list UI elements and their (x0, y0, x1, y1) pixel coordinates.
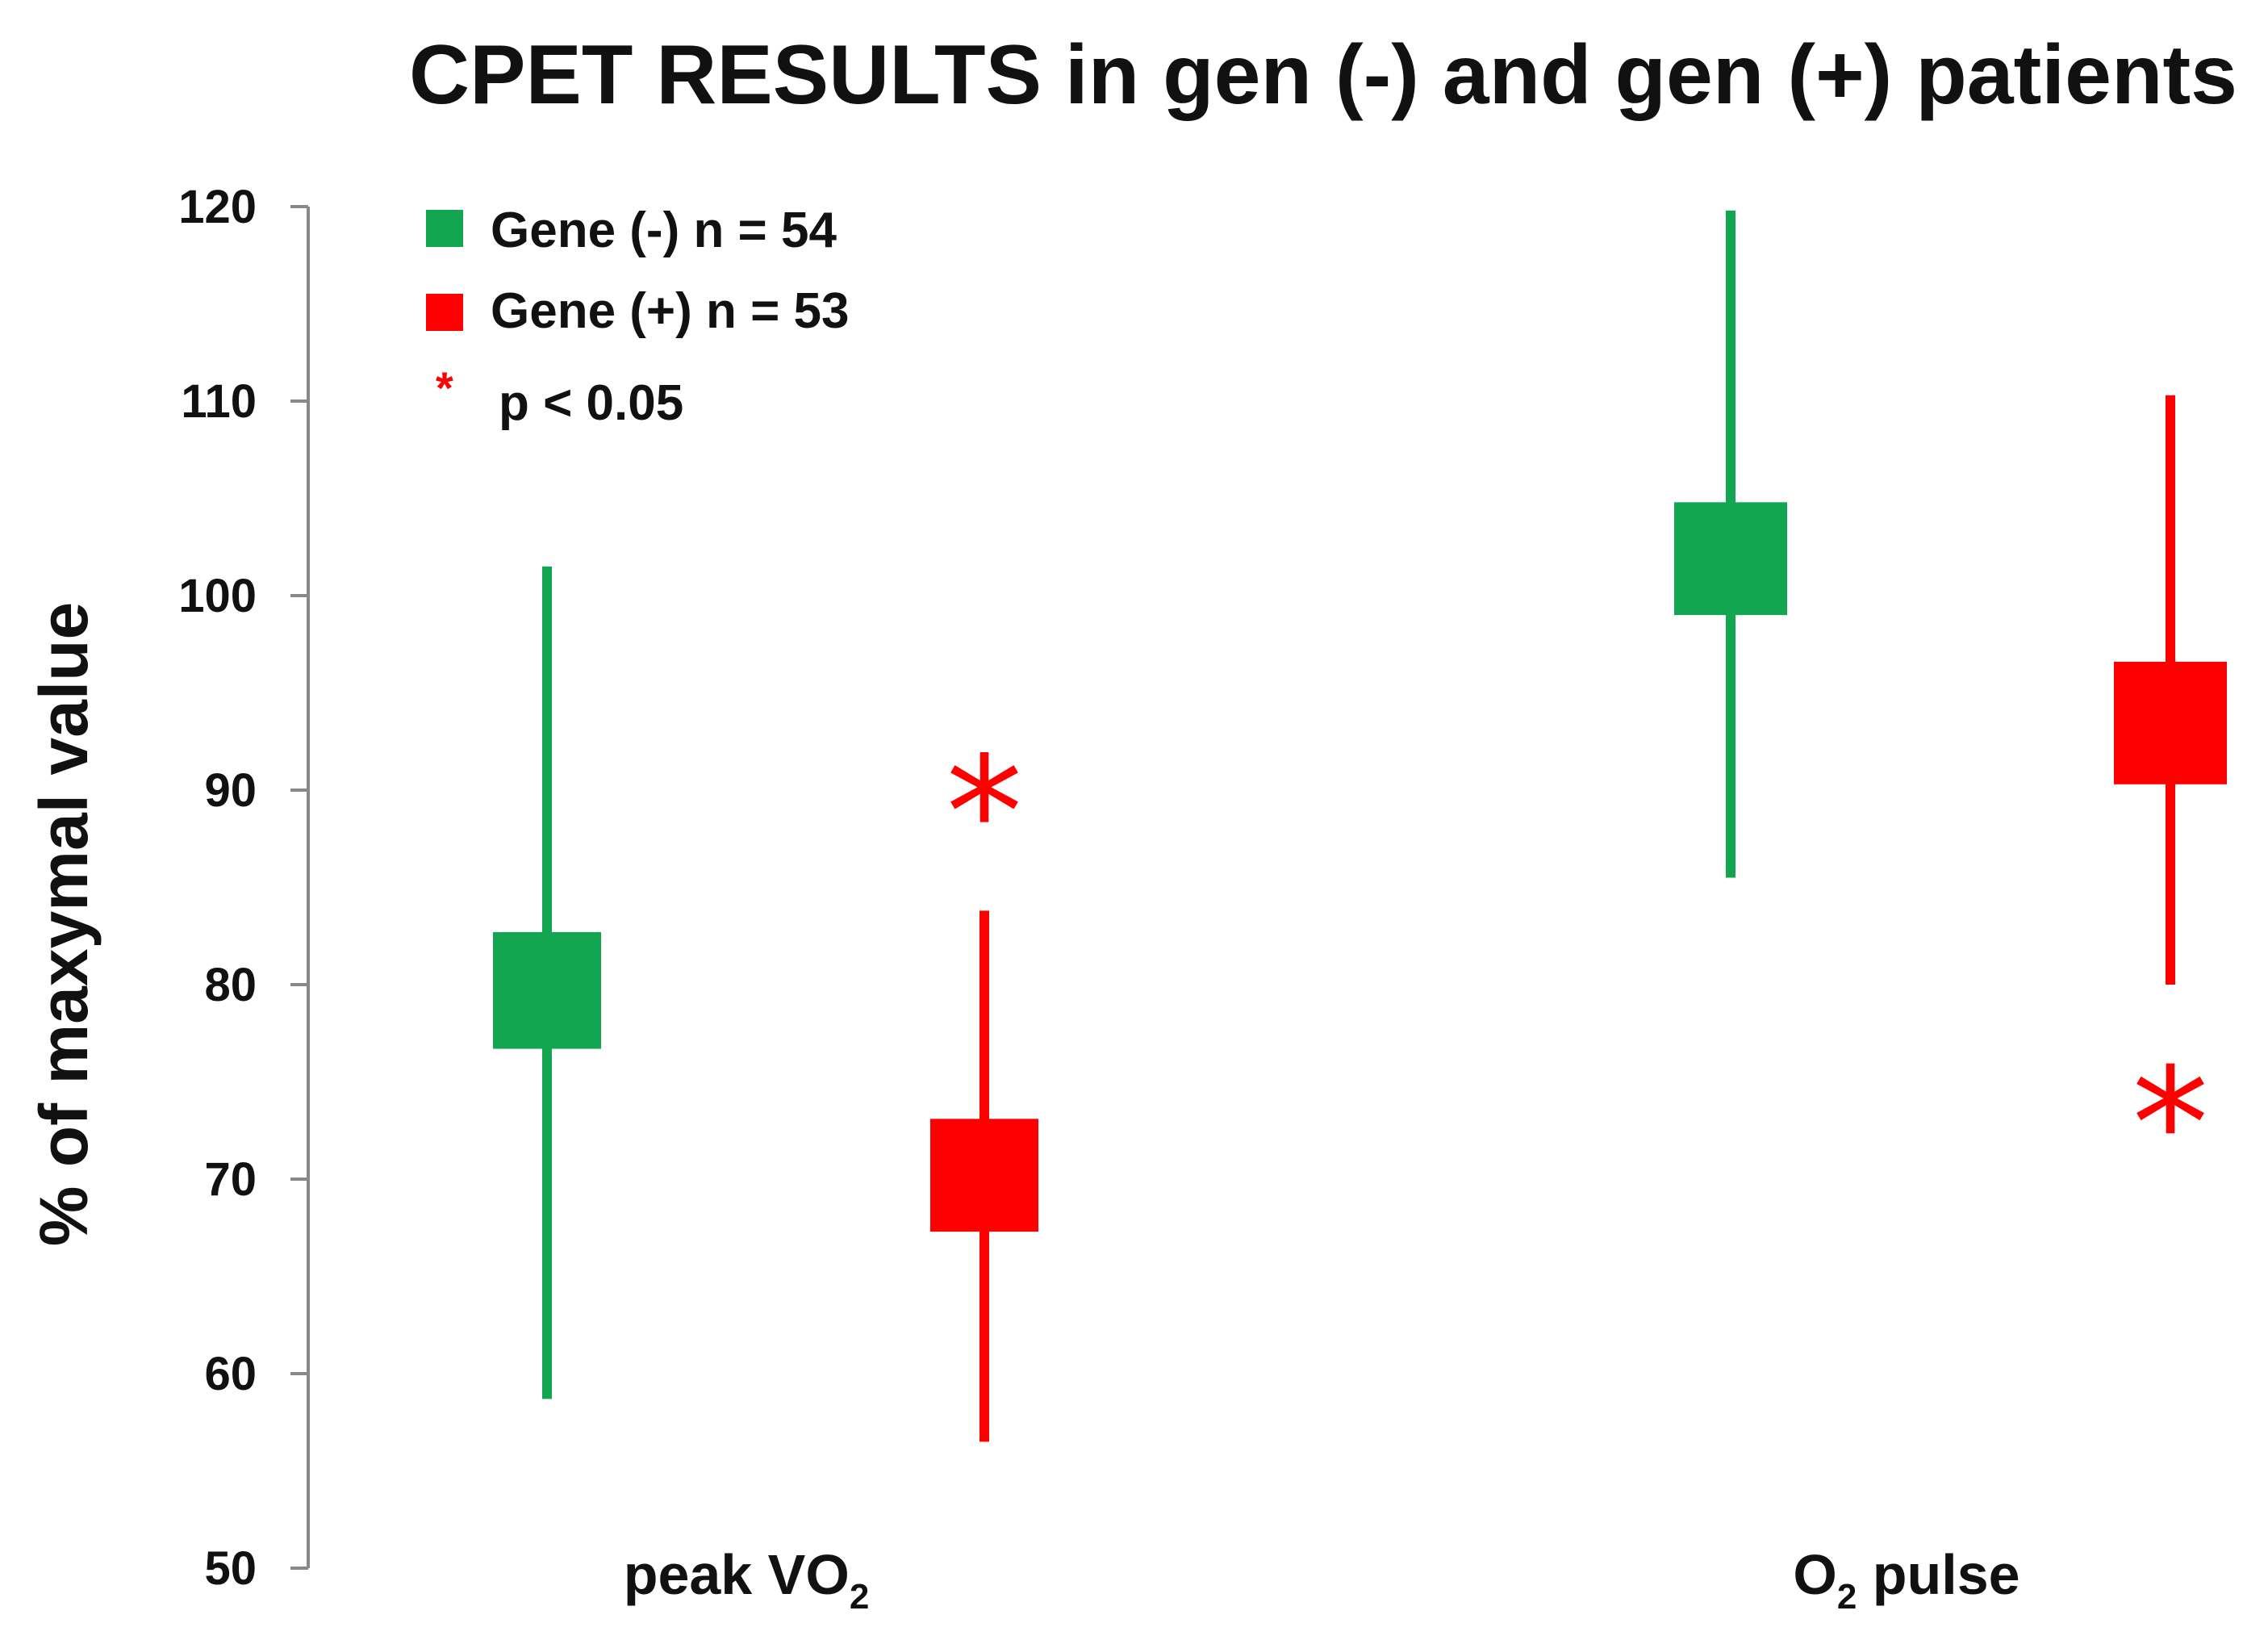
y-tick-label: 110 (181, 375, 257, 428)
y-tick-label: 70 (204, 1153, 257, 1206)
y-tick-label: 90 (204, 764, 257, 817)
y-tick-label: 120 (178, 181, 257, 233)
box-gene-positive-1 (2114, 661, 2227, 784)
category-label-peak-vo2: peak VO2 (624, 1543, 870, 1617)
chart-title: CPET RESULTS in gen (-) and gen (+) pati… (409, 28, 2237, 122)
y-tick-label: 50 (204, 1542, 257, 1595)
significance-asterisk: * (946, 724, 1023, 902)
category-label-o2-pulse: O2 pulse (1793, 1543, 2019, 1617)
legend: Gene (-) n = 54 Gene (+) n = 53 * p < 0.… (426, 203, 850, 431)
legend-swatch-gene-positive (426, 294, 463, 331)
legend-label-gene-positive: Gene (+) n = 53 (491, 283, 850, 339)
box-gene-negative-1 (1674, 502, 1787, 616)
legend-significance-symbol: * (436, 362, 453, 413)
y-tick-label: 80 (204, 959, 257, 1011)
box-gene-positive-0 (930, 1119, 1038, 1232)
y-axis-label: % of maxymal value (26, 602, 102, 1246)
y-tick-label: 60 (204, 1348, 257, 1400)
legend-significance-label: p < 0.05 (499, 375, 683, 431)
legend-swatch-gene-negative (426, 210, 463, 247)
category-labels: peak VO2 O2 pulse (624, 1543, 2020, 1617)
significance-asterisk: * (2132, 1035, 2209, 1214)
y-tick-label: 100 (178, 570, 257, 622)
box-gene-negative-0 (493, 931, 601, 1049)
legend-label-gene-negative: Gene (-) n = 54 (491, 203, 837, 258)
range-marks (493, 210, 2227, 1442)
significance-markers: ** (946, 724, 2209, 1214)
y-axis-ticks: 50 60 70 80 90 100 110 120 (178, 181, 308, 1595)
